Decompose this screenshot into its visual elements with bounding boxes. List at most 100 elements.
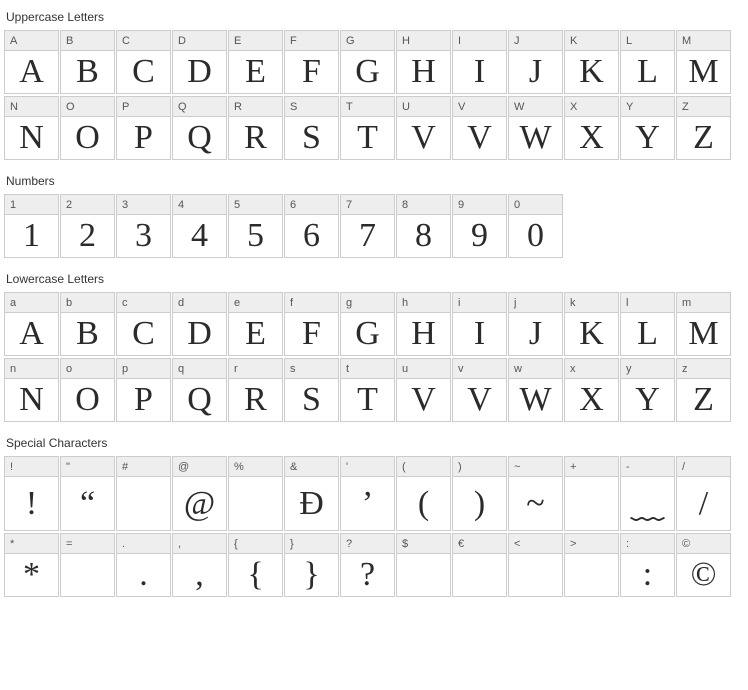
charmap-cell[interactable]: .. [116,533,171,597]
charmap-cell[interactable]: zZ [676,358,731,422]
charmap-cell[interactable]: uV [396,358,451,422]
charmap-cell[interactable]: 22 [60,194,115,258]
charmap-cell[interactable]: @@ [172,456,227,531]
charmap-cell[interactable]: 00 [508,194,563,258]
charmap-cell[interactable]: ZZ [676,96,731,160]
charmap-cell[interactable]: 44 [172,194,227,258]
charmap-cell[interactable]: vV [452,358,507,422]
cell-glyph: S [285,379,338,421]
charmap-cell[interactable]: = [60,533,115,597]
charmap-cell[interactable]: jJ [508,292,563,356]
charmap-cell[interactable]: # [116,456,171,531]
charmap-cell[interactable]: 11 [4,194,59,258]
cell-header: ' [341,457,394,477]
charmap-cell[interactable]: tT [340,358,395,422]
cell-header: y [621,359,674,379]
charmap-cell[interactable]: NN [4,96,59,160]
charmap-cell[interactable]: -﹏ [620,456,675,531]
charmap-cell[interactable]: cC [116,292,171,356]
cell-header: q [173,359,226,379]
charmap-cell[interactable]: xX [564,358,619,422]
cell-header: / [677,457,730,477]
charmap-cell[interactable]: ,, [172,533,227,597]
charmap-cell[interactable]: )) [452,456,507,531]
charmap-cell[interactable]: % [228,456,283,531]
charmap-cell[interactable]: dD [172,292,227,356]
charmap-cell[interactable]: TT [340,96,395,160]
charmap-cell[interactable]: fF [284,292,339,356]
charmap-cell[interactable]: aA [4,292,59,356]
charmap-cell[interactable]: € [452,533,507,597]
charmap-cell[interactable]: 66 [284,194,339,258]
charmap-cell[interactable]: GG [340,30,395,94]
charmap-cell[interactable]: '’ [340,456,395,531]
charmap-cell[interactable]: qQ [172,358,227,422]
charmap-cell[interactable]: JJ [508,30,563,94]
charmap-cell[interactable]: :: [620,533,675,597]
charmap-cell[interactable]: eE [228,292,283,356]
charmap-cell[interactable]: CC [116,30,171,94]
charmap-cell[interactable]: $ [396,533,451,597]
charmap-cell[interactable]: gG [340,292,395,356]
charmap-cell[interactable]: + [564,456,619,531]
charmap-cell[interactable]: lL [620,292,675,356]
charmap-cell[interactable]: RR [228,96,283,160]
charmap-cell[interactable]: pP [116,358,171,422]
charmap-cell[interactable]: "“ [60,456,115,531]
cell-header: c [117,293,170,313]
charmap-cell[interactable]: {{ [228,533,283,597]
charmap-cell[interactable]: SS [284,96,339,160]
charmap-cell[interactable]: VV [452,96,507,160]
cell-glyph: P [117,117,170,159]
cell-header: S [285,97,338,117]
charmap-cell[interactable]: hH [396,292,451,356]
charmap-cell[interactable]: WW [508,96,563,160]
charmap-cell[interactable]: yY [620,358,675,422]
charmap-cell[interactable]: (( [396,456,451,531]
charmap-cell[interactable]: II [452,30,507,94]
charmap-cell[interactable]: ** [4,533,59,597]
charmap-cell[interactable]: UV [396,96,451,160]
charmap-cell[interactable]: mM [676,292,731,356]
charmap-cell[interactable]: 77 [340,194,395,258]
charmap-cell[interactable]: MM [676,30,731,94]
charmap-cell[interactable]: wW [508,358,563,422]
charmap-cell[interactable]: rR [228,358,283,422]
charmap-cell[interactable]: ?? [340,533,395,597]
charmap-cell[interactable]: // [676,456,731,531]
cell-glyph [565,554,618,596]
charmap-cell[interactable]: ~~ [508,456,563,531]
charmap-cell[interactable]: oO [60,358,115,422]
charmap-cell[interactable]: AA [4,30,59,94]
charmap-cell[interactable]: KK [564,30,619,94]
charmap-cell[interactable]: kK [564,292,619,356]
charmap-cell[interactable]: bB [60,292,115,356]
charmap-cell[interactable]: > [564,533,619,597]
charmap-cell[interactable]: < [508,533,563,597]
cell-header: D [173,31,226,51]
charmap-cell[interactable]: PP [116,96,171,160]
charmap-cell[interactable]: }} [284,533,339,597]
charmap-cell[interactable]: YY [620,96,675,160]
charmap-cell[interactable]: DD [172,30,227,94]
charmap-cell[interactable]: nN [4,358,59,422]
charmap-cell[interactable]: LL [620,30,675,94]
charmap-cell[interactable]: QQ [172,96,227,160]
charmap-cell[interactable]: &Ð [284,456,339,531]
charmap-cell[interactable]: EE [228,30,283,94]
charmap-cell[interactable]: HH [396,30,451,94]
cell-glyph: 2 [61,215,114,257]
charmap-cell[interactable]: !! [4,456,59,531]
charmap-cell[interactable]: 99 [452,194,507,258]
charmap-cell[interactable]: BB [60,30,115,94]
charmap-cell[interactable]: sS [284,358,339,422]
charmap-cell[interactable]: 33 [116,194,171,258]
charmap-cell[interactable]: FF [284,30,339,94]
charmap-cell[interactable]: 88 [396,194,451,258]
charmap-cell[interactable]: OO [60,96,115,160]
charmap-cell[interactable]: XX [564,96,619,160]
charmap-cell[interactable]: 55 [228,194,283,258]
charmap-cell[interactable]: iI [452,292,507,356]
charmap-cell[interactable]: ©© [676,533,731,597]
cell-glyph: } [285,554,338,596]
